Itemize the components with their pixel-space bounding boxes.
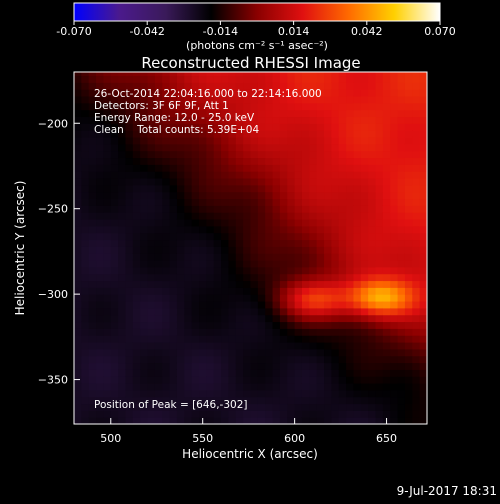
x-tick-label: 550 xyxy=(192,432,213,445)
info-line-detectors: Detectors: 3F 6F 9F, Att 1 xyxy=(94,100,229,112)
x-axis-label: Heliocentric X (arcsec) xyxy=(182,447,318,461)
heatmap-cells xyxy=(74,72,427,424)
plot-frame xyxy=(73,71,428,425)
footer-date: 9-Jul-2017 18:31 xyxy=(397,484,497,498)
info-line-energy: Energy Range: 12.0 - 25.0 keV xyxy=(94,112,255,124)
observation-info: 26-Oct-2014 22:04:16.000 to 22:14:16.000… xyxy=(94,88,322,136)
x-tick-label: 600 xyxy=(284,432,305,445)
colorbar-gradient xyxy=(73,2,441,22)
info-line-time: 26-Oct-2014 22:04:16.000 to 22:14:16.000 xyxy=(94,88,322,100)
colorbar-tick-label: 0.014 xyxy=(278,25,310,38)
colorbar-tick-label: 0.042 xyxy=(351,25,383,38)
peak-position-label: Position of Peak = [646,-302] xyxy=(94,399,248,411)
y-tick-label: −250 xyxy=(38,203,68,216)
info-line-clean: Clean Total counts: 5.39E+04 xyxy=(94,124,259,136)
colorbar-tick-label: -0.070 xyxy=(56,25,91,38)
colorbar-tick-label: 0.070 xyxy=(424,25,456,38)
colorbar-ticks: -0.070 -0.042 -0.014 0.014 0.042 0.070 xyxy=(56,21,456,38)
y-tick-label: −200 xyxy=(38,117,68,130)
colorbar-tick-label: -0.042 xyxy=(129,25,164,38)
colorbar: -0.070 -0.042 -0.014 0.014 0.042 0.070 (photo… xyxy=(56,2,456,52)
x-tick-label: 650 xyxy=(376,432,397,445)
heatmap-plot: 500 550 600 650 −200 −250 −300 −350 xyxy=(38,71,428,445)
x-tick-label: 500 xyxy=(100,432,121,445)
colorbar-unit-label: (photons cm⁻² s⁻¹ asec⁻²) xyxy=(186,39,328,52)
y-tick-label: −300 xyxy=(38,288,68,301)
y-tick-label: −350 xyxy=(38,374,68,387)
chart-title: Reconstructed RHESSI Image xyxy=(141,54,360,72)
y-axis-label: Heliocentric Y (arcsec) xyxy=(13,181,27,316)
colorbar-tick-label: -0.014 xyxy=(203,25,238,38)
axes-ticks: 500 550 600 650 −200 −250 −300 −350 xyxy=(38,117,397,445)
